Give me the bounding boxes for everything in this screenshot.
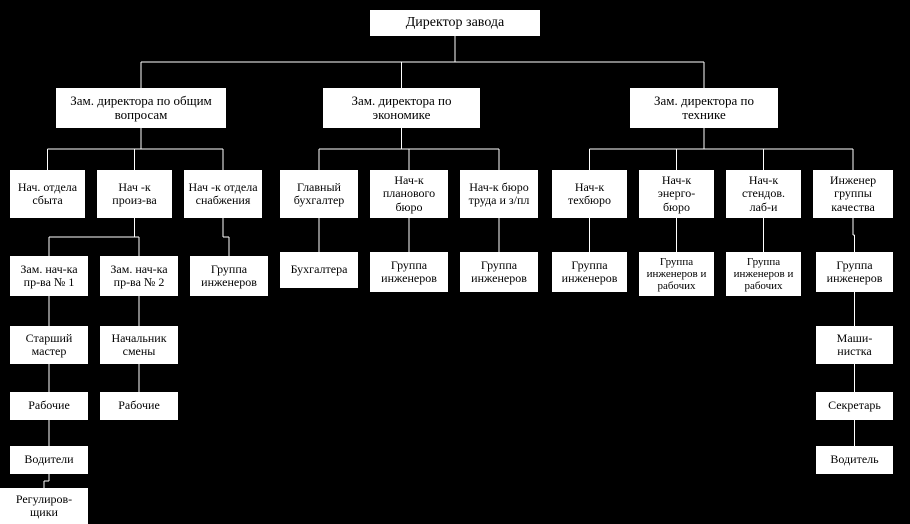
org-node: Зам. директора по общим вопросам: [56, 88, 226, 128]
org-node: Группа инженеров: [190, 256, 268, 296]
org-node: Секретарь: [816, 392, 893, 420]
org-node: Директор завода: [370, 10, 540, 36]
org-node: Водитель: [816, 446, 893, 474]
org-node: Нач -к отдела снабжения: [184, 170, 262, 218]
org-node: Главный бухгалтер: [280, 170, 358, 218]
org-node: Группа инженеров: [370, 252, 448, 292]
org-node: Группа инженеров и рабочих: [639, 252, 714, 296]
org-node: Зам. нач-ка пр-ва № 2: [100, 256, 178, 296]
org-node: Рабочие: [10, 392, 88, 420]
org-node: Старший мастер: [10, 326, 88, 364]
org-node: Инженер группы качества: [813, 170, 893, 218]
org-node: Зам. нач-ка пр-ва № 1: [10, 256, 88, 296]
org-node: Рабочие: [100, 392, 178, 420]
org-node: Нач-к техбюро: [552, 170, 627, 218]
org-node: Нач-к энерго- бюро: [639, 170, 714, 218]
org-node: Группа инженеров и рабочих: [726, 252, 801, 296]
org-node: Начальник смены: [100, 326, 178, 364]
org-node: Нач. отдела сбыта: [10, 170, 85, 218]
org-node: Нач-к планового бюро: [370, 170, 448, 218]
org-node: Группа инженеров: [552, 252, 627, 292]
org-node: Группа инженеров: [460, 252, 538, 292]
org-node: Нач-к стендов. лаб-и: [726, 170, 801, 218]
org-node: Регулиров- щики: [0, 488, 88, 524]
org-node: Группа инженеров: [816, 252, 893, 292]
org-node: Зам. директора по экономике: [323, 88, 480, 128]
org-node: Нач-к бюро труда и з/пл: [460, 170, 538, 218]
org-node: Бухгалтера: [280, 252, 358, 288]
org-node: Зам. директора по технике: [630, 88, 778, 128]
org-node: Маши- нистка: [816, 326, 893, 364]
org-node: Водители: [10, 446, 88, 474]
org-node: Нач -к произ-ва: [97, 170, 172, 218]
